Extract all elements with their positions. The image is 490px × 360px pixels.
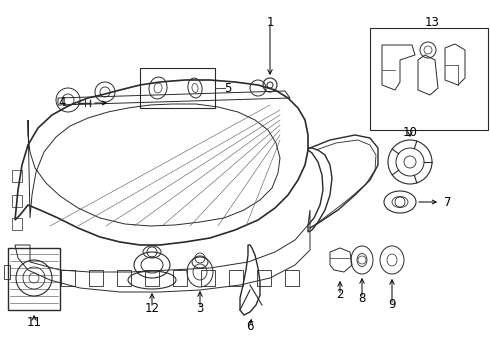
Text: 3: 3 xyxy=(196,302,204,315)
Bar xyxy=(145,270,159,286)
Bar xyxy=(4,265,10,279)
Bar xyxy=(173,270,187,286)
Bar xyxy=(201,270,215,286)
Bar xyxy=(370,28,488,130)
Text: 1: 1 xyxy=(266,15,274,28)
Text: 9: 9 xyxy=(388,298,396,311)
Text: 7: 7 xyxy=(444,195,452,208)
Bar xyxy=(117,270,131,286)
Bar xyxy=(229,270,243,286)
Bar xyxy=(89,270,103,286)
Bar xyxy=(61,270,75,286)
Text: 12: 12 xyxy=(145,302,160,315)
Text: 8: 8 xyxy=(358,292,366,305)
Text: 11: 11 xyxy=(26,315,42,328)
Text: 10: 10 xyxy=(403,126,417,139)
Bar xyxy=(12,218,22,230)
Text: 5: 5 xyxy=(224,81,232,94)
Bar xyxy=(140,68,215,108)
Bar xyxy=(8,248,60,310)
Text: 6: 6 xyxy=(246,320,254,333)
Bar xyxy=(285,270,299,286)
Text: 13: 13 xyxy=(424,15,440,28)
Text: 2: 2 xyxy=(336,288,344,302)
Bar xyxy=(257,270,271,286)
Bar xyxy=(12,170,22,182)
Text: 4: 4 xyxy=(58,96,66,109)
Bar xyxy=(12,195,22,207)
